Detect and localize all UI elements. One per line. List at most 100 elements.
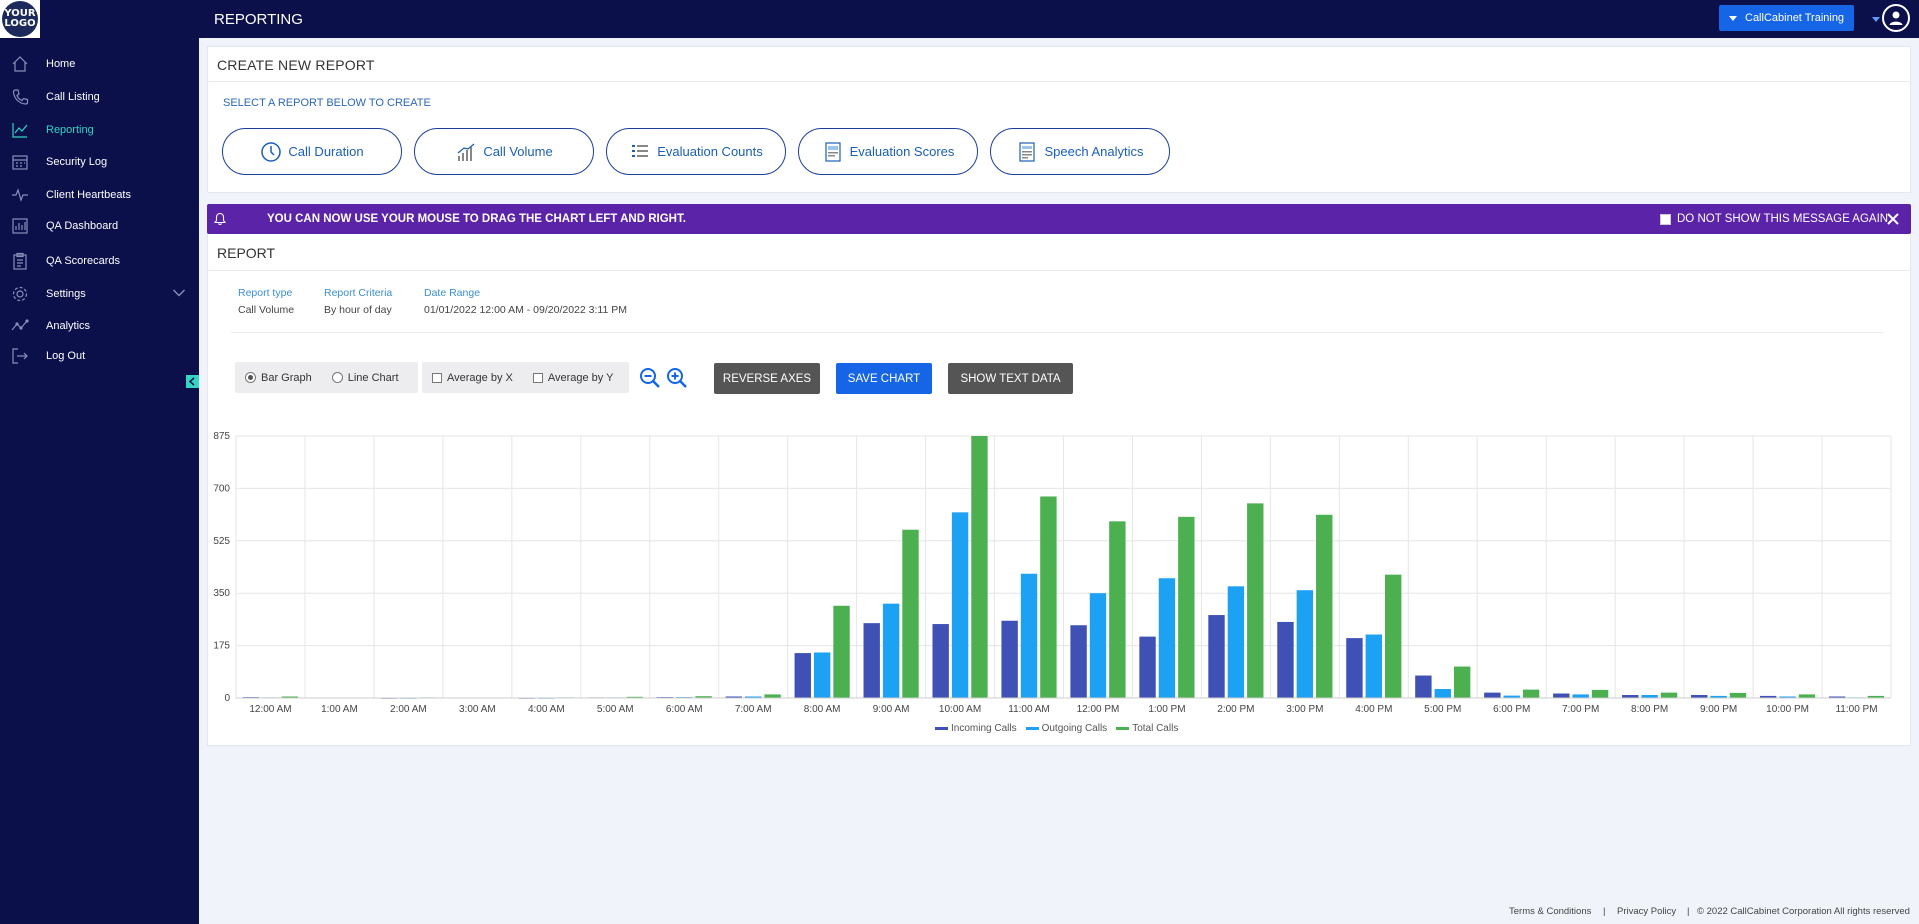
chevron-down-icon[interactable] <box>172 288 186 301</box>
sidebar-item-analytics[interactable]: Analytics <box>0 310 199 343</box>
show-text-data-button[interactable]: SHOW TEXT DATA <box>948 363 1073 394</box>
zoom-in-icon[interactable] <box>666 367 688 389</box>
bar-incoming-calls[interactable] <box>1346 638 1363 698</box>
bar-total-calls[interactable] <box>1798 694 1816 698</box>
bar-outgoing-calls[interactable] <box>1572 694 1589 698</box>
bar-incoming-calls[interactable] <box>1622 695 1639 698</box>
sidebar-item-qa-dashboard[interactable]: QA Dashboard <box>0 210 199 243</box>
bar-outgoing-calls[interactable] <box>1503 695 1520 698</box>
report-criteria-value: By hour of day <box>324 304 392 316</box>
bar-total-calls[interactable] <box>971 436 988 698</box>
report-panel: REPORT Report type Call Volume Report Cr… <box>207 234 1911 746</box>
bar-total-calls[interactable] <box>626 696 643 698</box>
y-tick-label: 175 <box>213 641 230 652</box>
call-volume-button[interactable]: Call Volume <box>414 128 594 175</box>
bar-outgoing-calls[interactable] <box>1020 573 1038 698</box>
sidebar-item-log-out[interactable]: Log Out <box>0 340 199 373</box>
bar-outgoing-calls[interactable] <box>1296 590 1314 698</box>
bar-outgoing-calls[interactable] <box>951 512 969 698</box>
bar-incoming-calls[interactable] <box>794 653 811 698</box>
select-report-label: SELECT A REPORT BELOW TO CREATE <box>223 97 431 109</box>
bar-total-calls[interactable] <box>1522 689 1540 698</box>
checkbox-icon <box>432 372 442 383</box>
legend-item[interactable]: Incoming Calls <box>935 723 1017 734</box>
bar-incoming-calls[interactable] <box>1553 693 1570 698</box>
bar-incoming-calls[interactable] <box>863 623 880 698</box>
bar-total-calls[interactable] <box>902 529 919 698</box>
evaluation-scores-label: Evaluation Scores <box>849 144 955 159</box>
bar-outgoing-calls[interactable] <box>1710 695 1727 698</box>
evaluation-counts-button[interactable]: Evaluation Counts <box>606 128 786 175</box>
bar-outgoing-calls[interactable] <box>1227 586 1245 698</box>
sidebar-item-home[interactable]: Home <box>0 48 199 81</box>
sidebar-item-settings[interactable]: Settings <box>0 278 199 311</box>
user-avatar[interactable] <box>1882 4 1910 32</box>
bar-total-calls[interactable] <box>695 696 712 698</box>
chart-legend: Incoming Calls Outgoing Calls Total Calls <box>935 723 1178 734</box>
call-volume-chart[interactable]: 0 175 350 525 700 875 12:00 AM 1:00 AM 2:00 AM 3:… <box>208 234 1912 724</box>
bar-total-calls[interactable] <box>1867 695 1885 698</box>
bar-incoming-calls[interactable] <box>932 624 949 698</box>
close-icon[interactable] <box>1884 210 1902 228</box>
bar-total-calls[interactable] <box>1729 692 1747 698</box>
reverse-axes-button[interactable]: REVERSE AXES <box>714 363 820 394</box>
bar-total-calls[interactable] <box>1247 503 1264 698</box>
terms-link[interactable]: Terms & Conditions <box>1509 906 1592 917</box>
account-selector-button[interactable]: CallCabinet Training <box>1719 5 1854 31</box>
sidebar-item-label: Home <box>46 58 76 71</box>
bar-incoming-calls[interactable] <box>1691 695 1708 698</box>
user-menu-caret-icon[interactable] <box>1872 17 1880 22</box>
sidebar-item-reporting[interactable]: Reporting <box>0 114 199 147</box>
legend-item[interactable]: Outgoing Calls <box>1025 723 1107 734</box>
call-duration-button[interactable]: Call Duration <box>222 128 402 175</box>
bar-total-calls[interactable] <box>1178 516 1195 698</box>
bar-incoming-calls[interactable] <box>1415 675 1432 698</box>
line-chart-radio[interactable]: Line Chart <box>322 372 409 384</box>
bar-total-calls[interactable] <box>1385 574 1402 698</box>
bar-total-calls[interactable] <box>1591 689 1609 698</box>
sidebar-item-client-heartbeats[interactable]: Client Heartbeats <box>0 179 199 212</box>
bar-incoming-calls[interactable] <box>725 696 742 698</box>
legend-label: Total Calls <box>1132 723 1179 734</box>
bar-incoming-calls[interactable] <box>1208 615 1225 698</box>
bar-total-calls[interactable] <box>1109 521 1126 698</box>
company-logo[interactable]: YOUR LOGO <box>0 0 40 38</box>
dont-show-again-checkbox[interactable] <box>1660 214 1671 225</box>
average-by-x-checkbox[interactable]: Average by X <box>422 372 523 384</box>
bar-incoming-calls[interactable] <box>1484 692 1501 698</box>
bar-outgoing-calls[interactable] <box>1779 696 1796 698</box>
bar-graph-radio[interactable]: Bar Graph <box>235 372 322 384</box>
bar-incoming-calls[interactable] <box>1759 695 1777 698</box>
bar-incoming-calls[interactable] <box>1828 696 1846 698</box>
bar-total-calls[interactable] <box>833 605 850 698</box>
bar-total-calls[interactable] <box>1040 496 1057 698</box>
bar-total-calls[interactable] <box>1316 514 1333 698</box>
evaluation-scores-button[interactable]: Evaluation Scores <box>798 128 978 175</box>
bar-outgoing-calls[interactable] <box>1158 578 1176 698</box>
bar-incoming-calls[interactable] <box>1070 625 1087 698</box>
legend-item[interactable]: Total Calls <box>1116 723 1178 734</box>
sidebar-collapse-toggle[interactable] <box>186 375 199 388</box>
bar-total-calls[interactable] <box>764 694 781 698</box>
bar-outgoing-calls[interactable] <box>813 652 831 698</box>
save-chart-button[interactable]: SAVE CHART <box>836 363 932 394</box>
zoom-out-icon[interactable] <box>639 367 661 389</box>
speech-analytics-button[interactable]: Speech Analytics <box>990 128 1170 175</box>
bar-outgoing-calls[interactable] <box>1434 689 1451 698</box>
sidebar-item-security-log[interactable]: Security Log <box>0 146 199 179</box>
bar-outgoing-calls[interactable] <box>1089 593 1107 698</box>
bar-incoming-calls[interactable] <box>1001 620 1018 698</box>
bar-outgoing-calls[interactable] <box>1365 634 1383 698</box>
bar-total-calls[interactable] <box>1660 692 1678 698</box>
bar-outgoing-calls[interactable] <box>882 603 900 698</box>
bar-outgoing-calls[interactable] <box>744 696 762 698</box>
sidebar-item-qa-scorecards[interactable]: QA Scorecards <box>0 245 199 278</box>
bar-total-calls[interactable] <box>1453 666 1471 698</box>
bar-incoming-calls[interactable] <box>1277 621 1294 698</box>
average-by-y-checkbox[interactable]: Average by Y <box>523 372 624 384</box>
bar-incoming-calls[interactable] <box>1139 636 1156 698</box>
bar-outgoing-calls[interactable] <box>1641 695 1658 698</box>
privacy-link[interactable]: Privacy Policy <box>1617 906 1677 917</box>
bar-total-calls[interactable] <box>281 696 299 698</box>
sidebar-item-call-listing[interactable]: Call Listing <box>0 81 199 114</box>
